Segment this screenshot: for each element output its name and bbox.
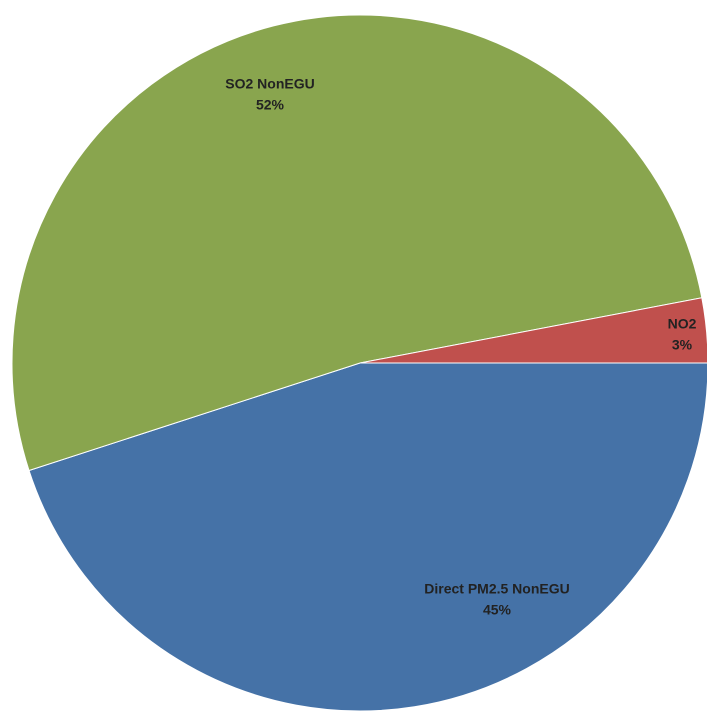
slice-label: NO2 bbox=[668, 316, 697, 332]
pie-slice bbox=[28, 362, 707, 711]
slice-label: SO2 NonEGU bbox=[225, 76, 314, 92]
slice-value-label: 52% bbox=[256, 97, 285, 113]
slice-value-label: 3% bbox=[672, 337, 693, 353]
pie-slice bbox=[359, 297, 707, 364]
pie-slice bbox=[11, 14, 703, 472]
slice-label: Direct PM2.5 NonEGU bbox=[424, 581, 569, 597]
slice-value-label: 45% bbox=[483, 602, 512, 618]
